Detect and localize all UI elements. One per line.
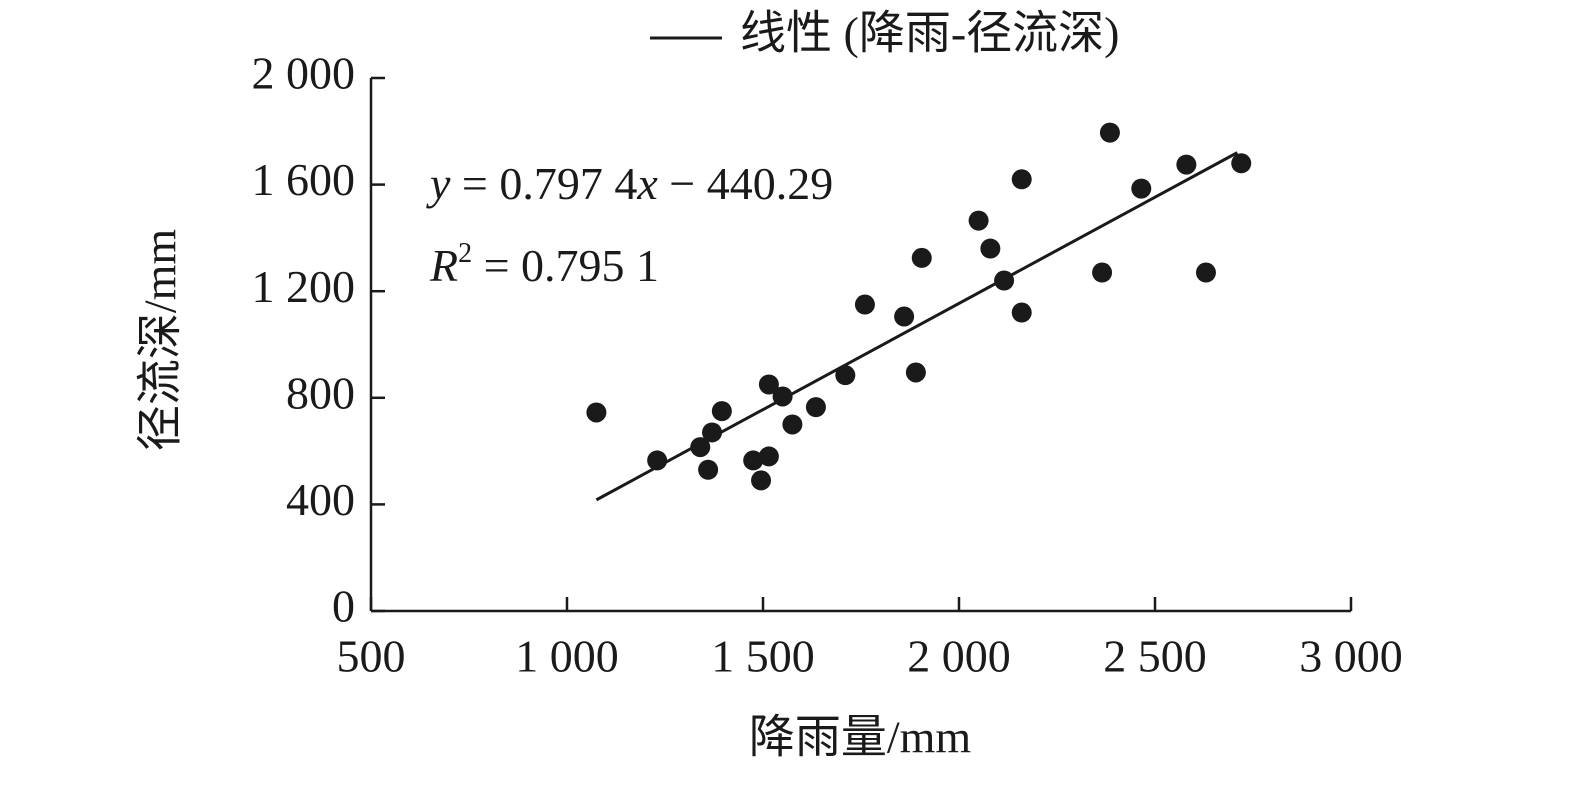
data-point bbox=[1231, 153, 1252, 174]
equation-part: x bbox=[636, 158, 658, 209]
equation: y = 0.797 4x − 440.29 bbox=[426, 158, 833, 209]
data-point bbox=[1011, 169, 1032, 190]
data-point bbox=[1099, 122, 1120, 143]
data-point bbox=[702, 422, 723, 443]
y-tick-label: 800 bbox=[286, 367, 355, 418]
y-tick-label: 0 bbox=[332, 581, 355, 632]
data-point bbox=[968, 210, 989, 231]
data-point bbox=[711, 401, 732, 422]
data-point bbox=[758, 374, 779, 395]
data-point bbox=[911, 247, 932, 268]
y-tick-label: 400 bbox=[286, 474, 355, 525]
data-point bbox=[905, 362, 926, 383]
data-point bbox=[586, 402, 607, 423]
trend-line bbox=[595, 151, 1239, 502]
data-point bbox=[835, 365, 856, 386]
equation-part: − 440.29 bbox=[658, 158, 833, 209]
y-tick-label: 1 600 bbox=[252, 154, 356, 205]
equation-part: y bbox=[426, 158, 451, 209]
r-squared: R2 = 0.795 1 bbox=[429, 238, 659, 290]
y-tick-label: 1 200 bbox=[252, 261, 356, 312]
r-squared-part: 2 bbox=[458, 238, 472, 269]
x-tick-label: 500 bbox=[337, 631, 406, 682]
data-point bbox=[1131, 178, 1152, 199]
y-tick-label: 2 000 bbox=[252, 48, 356, 99]
data-point bbox=[1176, 154, 1197, 175]
data-point bbox=[782, 414, 803, 435]
data-point bbox=[751, 470, 772, 491]
x-tick-label: 3 000 bbox=[1299, 631, 1403, 682]
data-point bbox=[1195, 262, 1216, 283]
x-tick-label: 2 000 bbox=[907, 631, 1011, 682]
data-point bbox=[980, 238, 1001, 259]
data-point bbox=[1011, 302, 1032, 323]
data-point bbox=[698, 459, 719, 480]
equation-part: = 0.797 4 bbox=[450, 158, 637, 209]
data-point bbox=[1092, 262, 1113, 283]
legend-label: 线性 (降雨-径流深) bbox=[740, 8, 1119, 59]
data-point bbox=[743, 450, 764, 471]
data-point bbox=[854, 294, 875, 315]
data-point bbox=[758, 446, 779, 467]
r-squared-part: = 0.795 1 bbox=[472, 240, 659, 291]
r-squared-part: R bbox=[429, 240, 458, 291]
y-axis-label: 径流深/mm bbox=[135, 229, 186, 452]
x-axis-label: 降雨量/mm bbox=[749, 712, 972, 763]
x-tick-label: 1 500 bbox=[711, 631, 815, 682]
data-point bbox=[805, 397, 826, 418]
x-tick-label: 1 000 bbox=[515, 631, 619, 682]
x-tick-label: 2 500 bbox=[1103, 631, 1207, 682]
data-point bbox=[894, 306, 915, 327]
